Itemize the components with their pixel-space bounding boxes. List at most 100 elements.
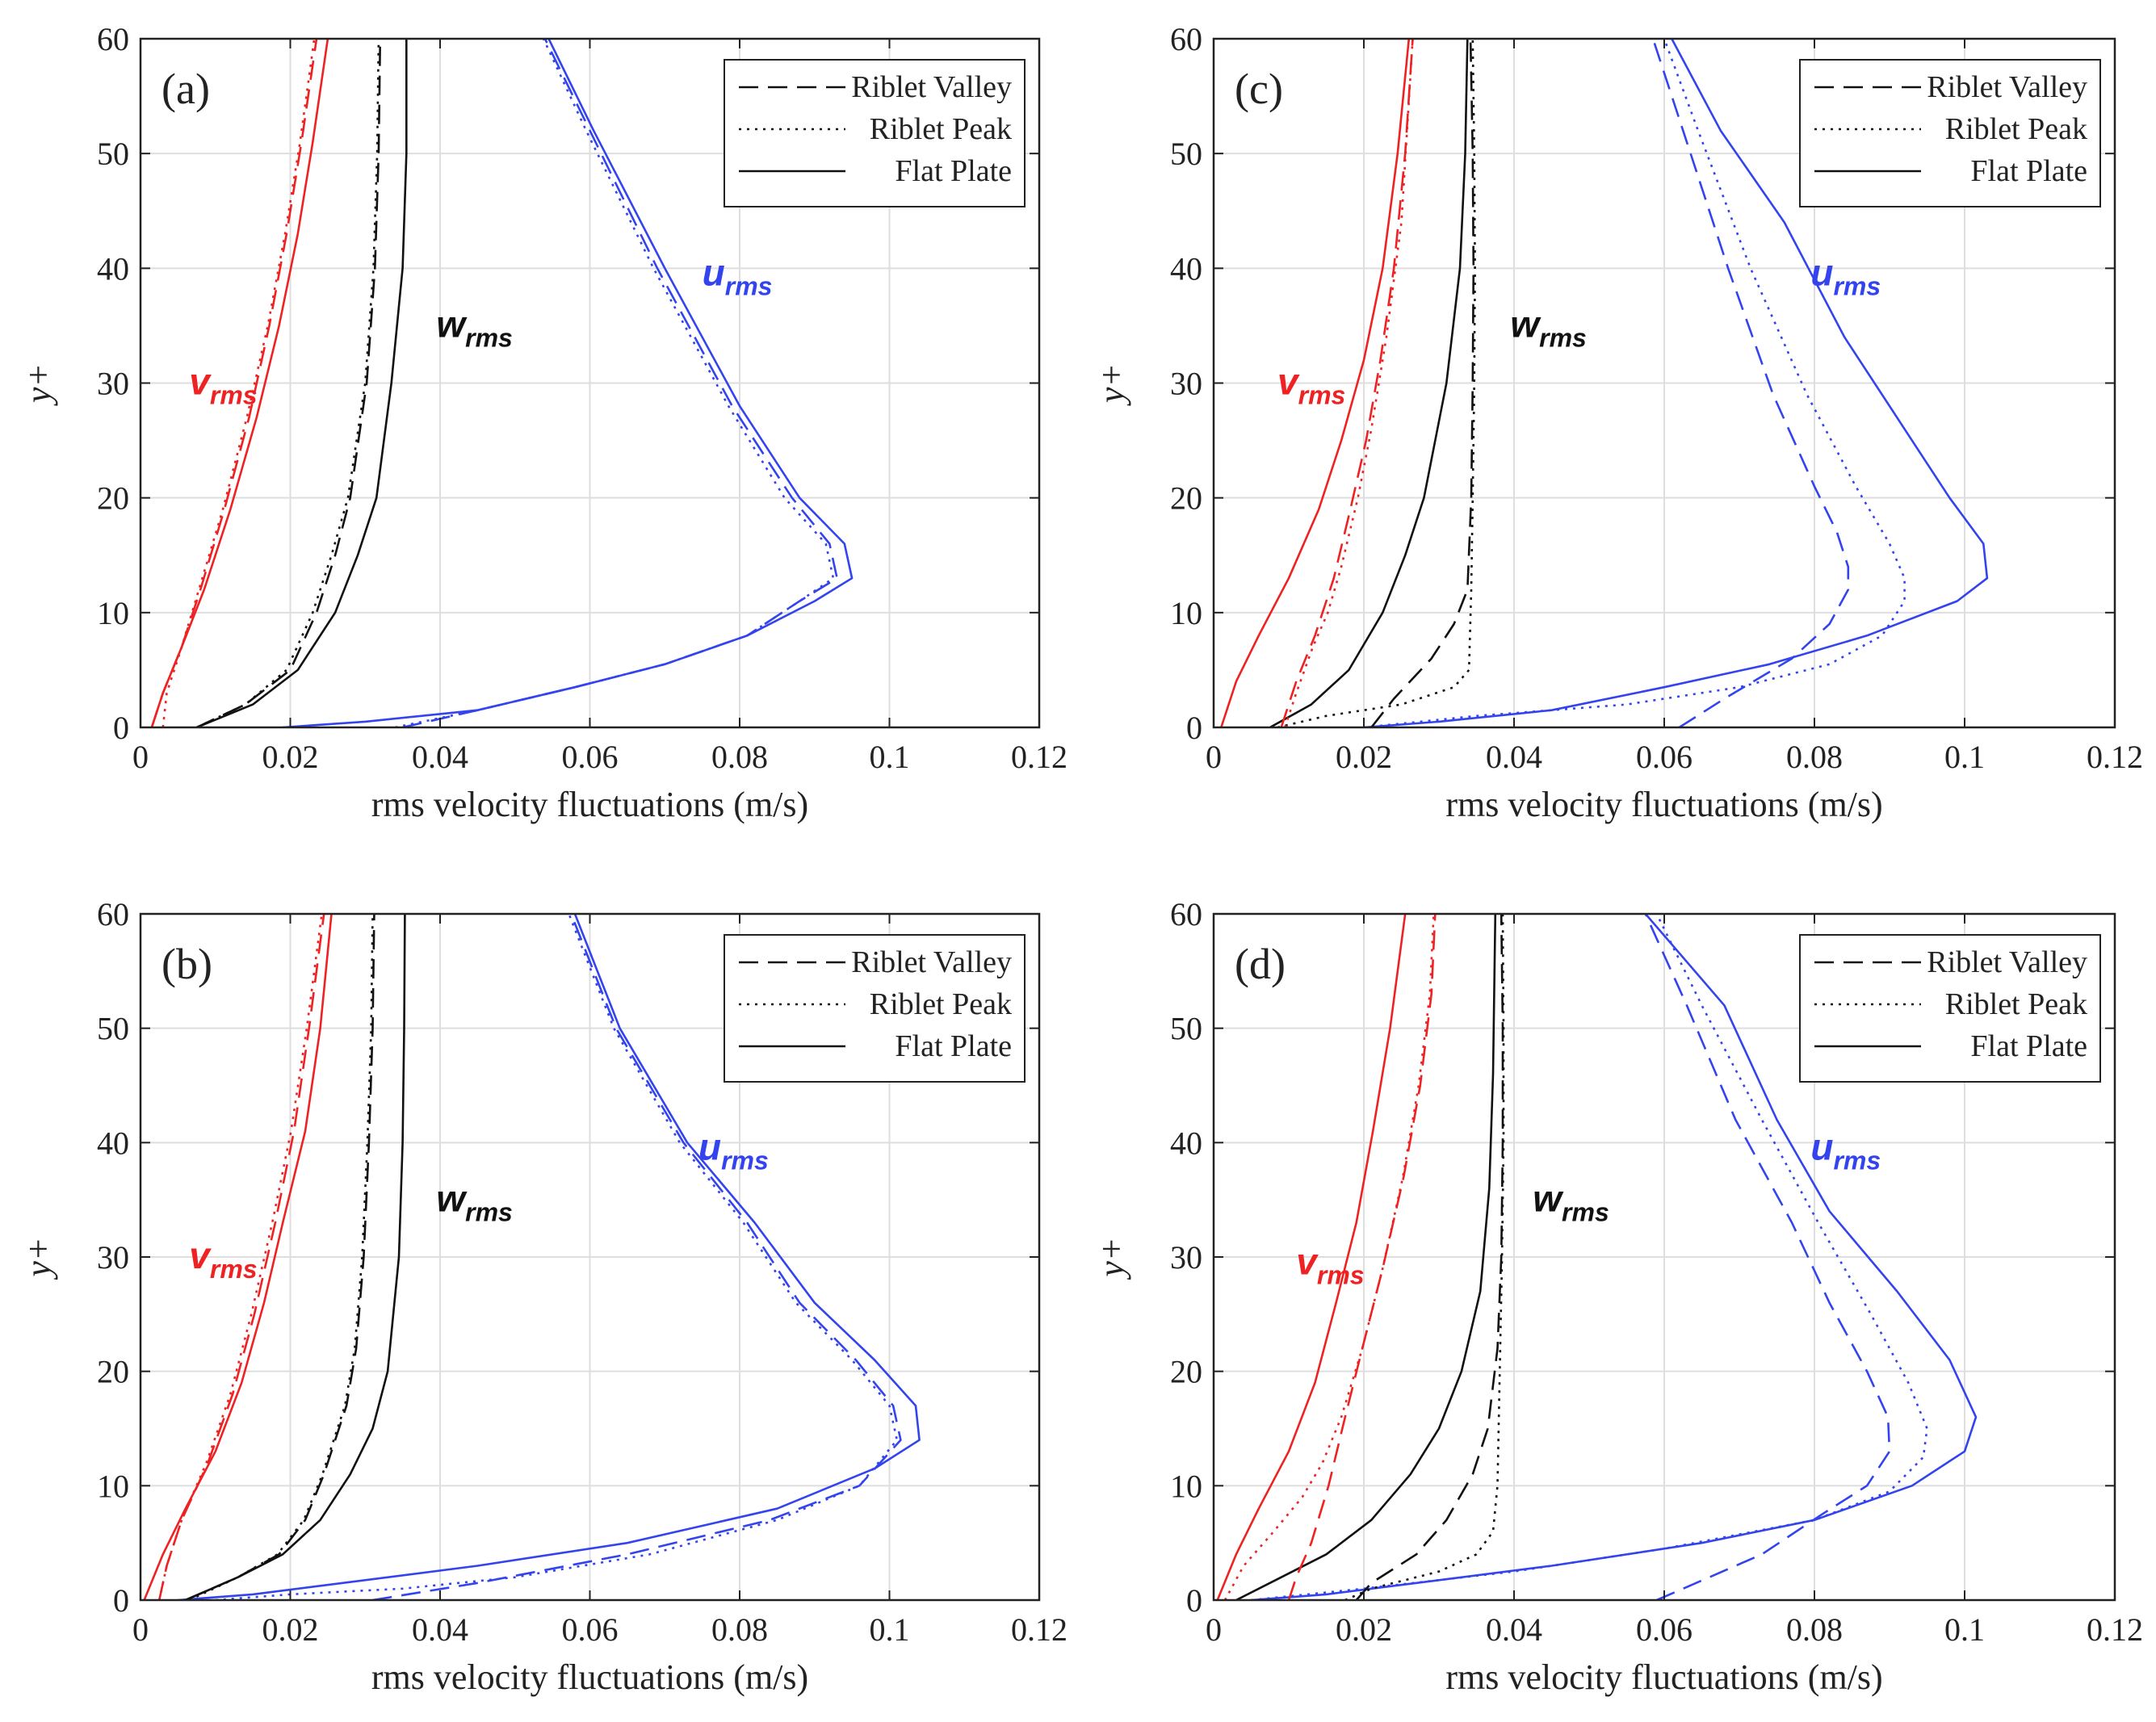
x-tick-label: 0.02 — [1336, 1611, 1392, 1648]
annotation-symbol: u — [1810, 1126, 1833, 1168]
annotation-symbol: u — [1810, 252, 1833, 294]
x-tick-label: 0 — [132, 1611, 149, 1648]
annotation-symbol: w — [1510, 304, 1541, 346]
annotation-vrms: vrms — [1296, 1240, 1364, 1289]
y-tick-label: 30 — [1170, 1239, 1202, 1276]
y-tick-label: 50 — [97, 1011, 129, 1047]
legend-box — [1799, 934, 2101, 1083]
y-axis-label: y+ — [1092, 1237, 1131, 1280]
y-tick-label: 10 — [1170, 595, 1202, 631]
y-tick-label: 40 — [97, 250, 129, 287]
x-tick-label: 0 — [132, 739, 149, 775]
x-axis-label: rms velocity fluctuations (m/s) — [1445, 1657, 1882, 1697]
legend-box — [724, 934, 1026, 1083]
legend-label: Riblet Peak — [870, 112, 1012, 146]
legend-label: Flat Plate — [895, 154, 1012, 188]
annotation-subscript: rms — [725, 272, 773, 301]
x-tick-label: 0.02 — [262, 739, 319, 775]
y-tick-label: 20 — [1170, 1354, 1202, 1390]
legend-label: Riblet Valley — [851, 945, 1012, 979]
annotation-urms: urms — [703, 252, 773, 301]
legend-box — [1799, 59, 2101, 207]
series-wrms-dashed — [1355, 914, 1504, 1600]
x-tick-label: 0.02 — [262, 1611, 319, 1648]
y-tick-label: 10 — [97, 1468, 129, 1504]
annotation-subscript: rms — [1833, 272, 1881, 301]
y-tick-label: 30 — [97, 1239, 129, 1276]
series-wrms-dashed — [196, 39, 382, 727]
y-tick-label: 60 — [1170, 896, 1202, 932]
y-tick-label: 0 — [1186, 1582, 1202, 1619]
x-tick-label: 0.06 — [562, 1611, 619, 1648]
series-wrms-solid — [1235, 914, 1497, 1600]
x-tick-label: 0.06 — [562, 739, 619, 775]
series-group — [143, 914, 921, 1600]
y-tick-label: 50 — [1170, 1011, 1202, 1047]
series-vrms-dashed — [157, 914, 325, 1600]
y-tick-label: 40 — [1170, 1125, 1202, 1161]
panel-label: (a) — [161, 65, 210, 113]
y-tick-label: 20 — [97, 1354, 129, 1390]
annotation-vrms: vrms — [189, 361, 257, 410]
annotation-symbol: v — [1277, 361, 1300, 403]
legend-label: Flat Plate — [1970, 154, 2087, 188]
annotation-symbol: w — [436, 304, 468, 346]
y-tick-label: 10 — [1170, 1468, 1202, 1504]
y-tick-label: 60 — [97, 21, 129, 57]
x-tick-label: 0.1 — [1944, 1611, 1985, 1648]
series-wrms-dashed — [1370, 39, 1475, 727]
series-group — [150, 39, 854, 727]
panel-label: (b) — [161, 940, 212, 988]
x-tick-label: 0.1 — [1944, 739, 1985, 775]
series-vrms-solid — [143, 914, 333, 1600]
panel-label: (d) — [1235, 940, 1286, 988]
x-tick-label: 0.12 — [2087, 739, 2143, 775]
legend-label: Riblet Peak — [1945, 112, 2087, 146]
y-tick-label: 50 — [97, 136, 129, 172]
series-vrms-dashed — [1280, 39, 1414, 727]
series-urms-dashed — [372, 914, 902, 1600]
series-urms-dashed — [1644, 914, 1891, 1600]
legend: Riblet Valley Riblet Peak Flat Plate — [724, 934, 1026, 1083]
series-urms-dashed — [402, 39, 838, 727]
x-tick-label: 0 — [1206, 739, 1222, 775]
series-urms-solid — [1363, 39, 1989, 727]
annotation-subscript: rms — [1317, 1260, 1365, 1289]
annotation-subscript: rms — [210, 381, 258, 410]
series-wrms-solid — [1269, 39, 1469, 727]
annotation-symbol: v — [1296, 1240, 1319, 1282]
legend-box — [724, 59, 1026, 207]
x-tick-label: 0.08 — [711, 1611, 768, 1648]
series-group — [1220, 39, 1989, 727]
series-vrms-solid — [1216, 914, 1407, 1600]
series-group — [1216, 914, 1978, 1600]
y-tick-label: 0 — [113, 710, 129, 746]
x-tick-label: 0.08 — [711, 739, 768, 775]
panel-label: (c) — [1235, 65, 1283, 113]
annotation-wrms: wrms — [436, 304, 512, 353]
x-tick-label: 0.12 — [1011, 1611, 1068, 1648]
annotation-urms: urms — [1810, 252, 1881, 301]
legend-label: Riblet Peak — [1945, 987, 2087, 1021]
series-urms-solid — [178, 914, 921, 1600]
annotation-subscript: rms — [465, 324, 513, 353]
series-vrms-dashed — [1287, 914, 1437, 1600]
y-tick-label: 60 — [97, 896, 129, 932]
legend-label: Flat Plate — [895, 1029, 1012, 1063]
annotation-subscript: rms — [210, 1255, 258, 1284]
legend-label: Riblet Valley — [1927, 70, 2087, 104]
y-axis-label: y+ — [1092, 363, 1131, 406]
chart-panel: 0 0.02 0.04 0.06 0.08 0.1 0.12 0 10 20 30 40 50 60 rms… — [1092, 896, 2143, 1697]
series-vrms-dotted — [161, 39, 316, 727]
annotation-wrms: wrms — [436, 1177, 512, 1226]
y-tick-label: 50 — [1170, 136, 1202, 172]
legend-label: Flat Plate — [1970, 1029, 2087, 1063]
x-tick-label: 0.08 — [1786, 1611, 1843, 1648]
series-wrms-solid — [196, 39, 408, 727]
series-wrms-dotted — [196, 39, 380, 727]
y-axis-label: y+ — [19, 363, 58, 406]
series-vrms-dotted — [1223, 914, 1435, 1600]
annotation-symbol: v — [189, 361, 212, 403]
annotation-vrms: vrms — [189, 1234, 257, 1284]
y-tick-label: 40 — [1170, 250, 1202, 287]
